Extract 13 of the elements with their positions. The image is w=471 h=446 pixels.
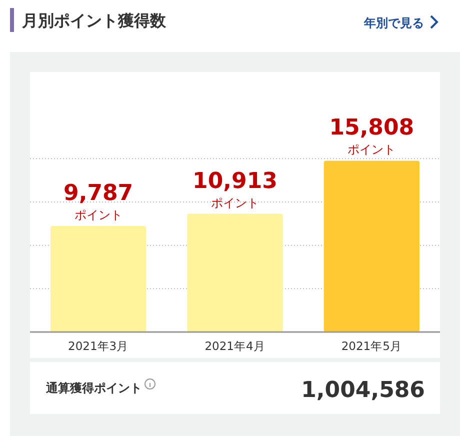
annotation: ポイント bbox=[74, 208, 122, 222]
x-tick-label: 2021年5月 bbox=[341, 339, 402, 353]
data-label: 9,787 bbox=[64, 180, 134, 206]
x-tick-label: 2021年3月 bbox=[68, 339, 129, 353]
text: 通算獲得ポイント bbox=[45, 381, 142, 395]
data-label: 10,913 bbox=[192, 168, 278, 194]
x-tick-label: 2021年4月 bbox=[204, 339, 266, 353]
annotation: ポイント bbox=[211, 196, 259, 210]
text: 1,004,586 bbox=[301, 378, 425, 403]
chart-title: 月別ポイント獲得数 bbox=[21, 11, 167, 30]
data-label: 15,808 bbox=[329, 116, 414, 141]
text: 年別で見る bbox=[363, 16, 424, 30]
annotation: ポイント bbox=[348, 142, 396, 157]
